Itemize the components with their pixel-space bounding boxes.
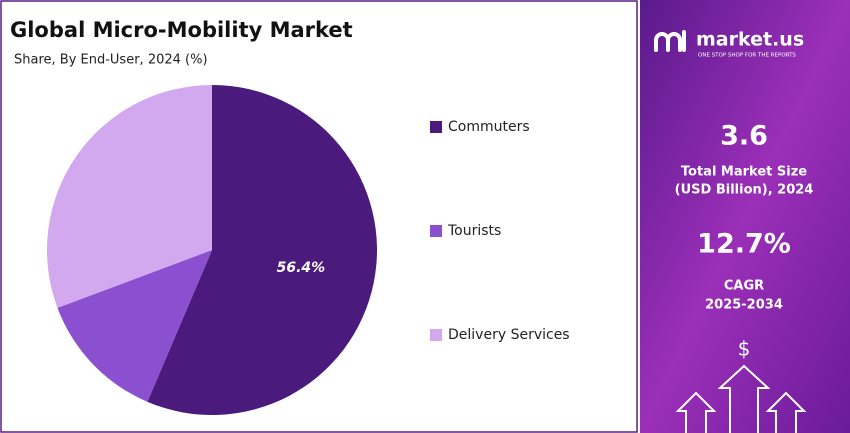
pie-slice [47, 85, 212, 308]
legend-label: Commuters [448, 119, 530, 135]
stat-label: 2025-2034 [705, 298, 783, 313]
legend-swatch [430, 225, 442, 237]
brand-tagline: ONE STOP SHOP FOR THE REPORTS [698, 53, 796, 59]
pie-slice [147, 85, 377, 415]
stat-label: (USD Billion), 2024 [675, 183, 814, 198]
legend-swatch [430, 329, 442, 341]
legend-swatch [430, 121, 442, 133]
stat-value: 12.7% [697, 229, 791, 260]
chart-subtitle: Share, By End-User, 2024 (%) [14, 53, 208, 68]
data-label: 56.4% [277, 260, 326, 276]
chart-title: Global Micro-Mobility Market [10, 18, 353, 42]
brand-name: market.us [696, 29, 804, 51]
pie-slice [57, 250, 212, 402]
stat-value: 3.6 [720, 121, 768, 152]
info-panel [640, 0, 850, 433]
svg-text:$: $ [738, 337, 751, 361]
stat-label: CAGR [724, 279, 764, 294]
growth-icon: $ [675, 337, 807, 433]
legend-label: Delivery Services [448, 327, 570, 343]
brand-logo [654, 30, 686, 52]
stat-label: Total Market Size [681, 165, 807, 180]
legend-label: Tourists [447, 223, 501, 239]
